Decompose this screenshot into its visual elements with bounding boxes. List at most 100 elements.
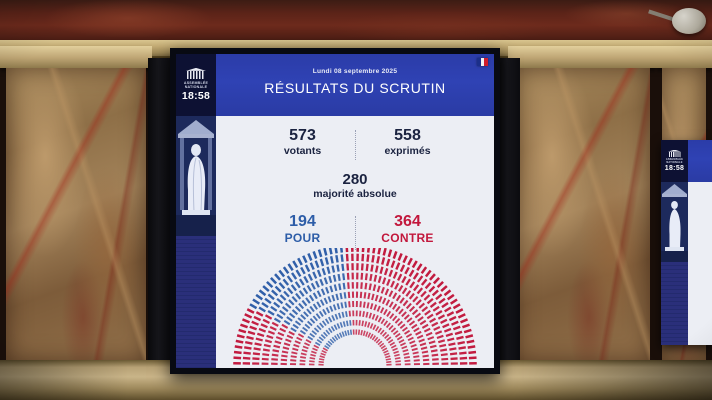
seat-contre: [304, 342, 311, 347]
seat-pour: [334, 248, 338, 254]
seat-contre: [286, 334, 294, 340]
seat-contre: [448, 342, 456, 347]
seat-contre: [279, 327, 287, 333]
seat-pour: [262, 285, 270, 292]
seat-pour: [326, 266, 331, 274]
seat-contre: [394, 318, 401, 324]
seat-pour: [286, 316, 293, 322]
seat-contre: [392, 330, 399, 336]
seat-contre: [435, 330, 443, 335]
seat-contre: [385, 358, 392, 361]
seat-pour: [308, 294, 315, 302]
seat-contre: [468, 350, 477, 355]
result-pour: 194 POUR: [255, 213, 351, 245]
seat-contre: [438, 297, 446, 305]
seat-contre: [392, 303, 398, 310]
seat-pour: [258, 306, 266, 313]
seat-pour: [304, 323, 311, 329]
seat-contre: [369, 323, 374, 329]
seat-contre: [394, 356, 401, 360]
seat-contre: [457, 340, 466, 345]
seat-pour: [307, 273, 313, 281]
seat-pour: [273, 317, 281, 324]
seat-contre: [367, 292, 371, 300]
seat-contre: [401, 275, 407, 284]
wall-recess-left: [148, 58, 174, 360]
seat-pour: [290, 327, 297, 333]
seat-pour: [288, 312, 296, 319]
seat-contre: [395, 305, 401, 313]
seat-contre: [345, 253, 349, 262]
seat-contre: [410, 343, 417, 348]
seat-contre: [439, 343, 447, 348]
seat-contre: [240, 323, 249, 329]
seat-pour: [328, 275, 333, 284]
contre-value: 364: [394, 213, 421, 230]
seat-contre: [377, 340, 383, 346]
seat-contre: [367, 332, 372, 338]
seat-contre: [437, 339, 446, 344]
seat-pour: [323, 297, 329, 305]
seat-contre: [382, 331, 388, 337]
seat-contre: [388, 301, 394, 308]
seat-pour: [298, 278, 305, 286]
seat-contre: [427, 336, 435, 341]
seat-pour: [318, 310, 324, 317]
seat-contre: [243, 351, 251, 355]
seat-pour: [299, 329, 306, 335]
assemblee-nationale-logo: ASSEMBLÉE NATIONALE 18:58: [176, 54, 216, 116]
seat-contre: [418, 338, 425, 343]
seat-contre: [402, 299, 409, 307]
seat-contre: [412, 351, 419, 355]
seat-contre: [297, 333, 305, 338]
seat-contre: [404, 329, 411, 335]
seat-contre: [367, 322, 371, 328]
seat-pour: [267, 309, 275, 316]
seat-contre: [244, 346, 252, 350]
seat-contre: [359, 291, 363, 299]
french-flag-icon: [477, 58, 489, 66]
parliament-building-icon: [668, 149, 681, 158]
seat-contre: [368, 283, 372, 291]
seat-contre: [269, 326, 277, 331]
seat-contre: [413, 327, 420, 333]
seat-contre: [318, 360, 324, 364]
pillar-shaft: [514, 68, 650, 362]
seat-contre: [415, 330, 422, 336]
seat-pour: [291, 309, 299, 316]
seat-pour: [312, 292, 318, 300]
seat-contre: [394, 332, 401, 338]
seat-contre: [435, 309, 443, 316]
seat-contre: [468, 356, 477, 360]
seat-pour: [309, 305, 315, 313]
seat-contre: [376, 285, 381, 293]
statue-photo: [661, 182, 688, 262]
exprimes-label: exprimés: [384, 144, 431, 157]
seat-pour: [273, 301, 281, 308]
seat-contre: [361, 253, 365, 262]
seat-pour: [321, 267, 327, 276]
clock-readout: 18:58: [664, 165, 685, 173]
seat-contre: [347, 282, 350, 289]
seat-contre: [260, 323, 268, 329]
seat-contre: [347, 291, 351, 299]
seat-contre: [383, 349, 389, 354]
seat-pour: [258, 289, 267, 297]
seat-contre: [271, 321, 279, 327]
seat-pour: [303, 275, 309, 284]
screen-left-rail: ASSEMBLÉE NATIONALE 18:58: [661, 140, 688, 345]
seat-contre: [420, 290, 427, 298]
seat-pour: [297, 317, 304, 323]
seat-contre: [408, 305, 416, 313]
seat-contre: [457, 313, 466, 319]
seat-pour: [295, 269, 302, 277]
seat-contre: [358, 320, 361, 326]
seat-contre: [399, 323, 406, 329]
pour-label: POUR: [284, 230, 321, 245]
seat-pour: [336, 264, 340, 272]
seat-contre: [425, 331, 433, 337]
seat-pour: [269, 277, 278, 285]
votants-label: votants: [283, 144, 322, 157]
seat-contre: [235, 339, 244, 344]
seat-pour: [334, 313, 339, 320]
